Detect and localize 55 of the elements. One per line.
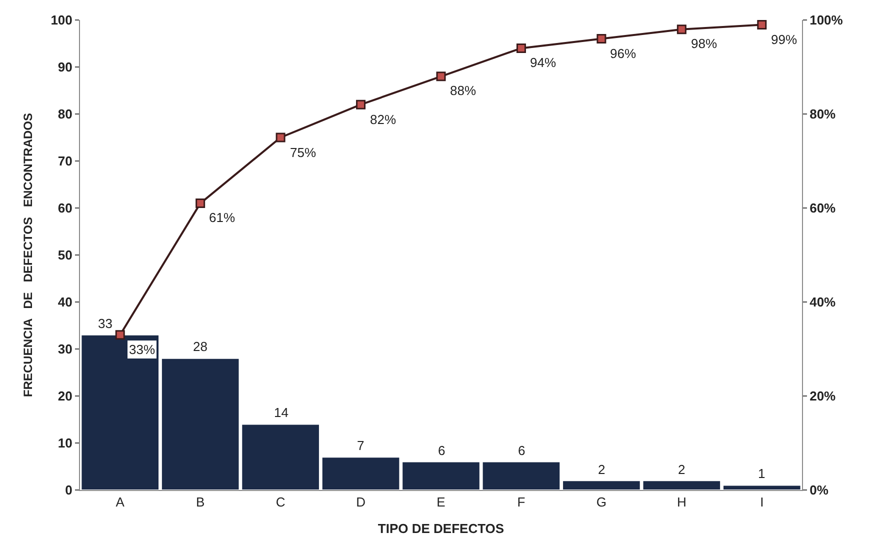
point [757,20,767,30]
x-tick-label: E [436,494,446,510]
y-tick-label: 100 [50,12,72,28]
data-label: 2 [678,462,686,477]
x-axis-title: TIPO DE DEFECTOS [378,521,504,536]
data-label: 82% [370,112,396,127]
data-label: 98% [691,36,718,51]
y-tick-label: 40 [58,294,72,310]
data-label: 61% [209,210,236,225]
data-label: 88% [450,83,476,98]
y2-tick-label: 40% [810,294,836,310]
y-tick-label: 30 [58,342,72,357]
data-label: 99% [771,32,798,47]
y-tick-label: 80 [58,106,72,122]
y2-tick-label: 80% [810,106,836,122]
point [596,34,606,44]
data-label: 1 [758,466,766,481]
y2-tick-label: 0% [810,482,829,498]
x-tick-label: H [676,494,686,510]
point [115,330,125,340]
point [436,72,446,82]
data-label: 96% [610,46,636,61]
x-tick-label: I [760,494,764,510]
data-label: 33 [98,316,112,331]
y2-tick-label: 20% [810,388,836,404]
x-tick-label: A [116,494,125,510]
data-label: 75% [290,145,316,160]
point [516,43,526,53]
data-label: 6 [438,443,446,458]
y-tick-label: 10 [58,436,72,451]
y-tick-label: 70 [58,154,72,169]
data-label: 2 [598,462,606,477]
y2-tick-label: 60% [810,200,836,216]
y-tick-label: 60 [58,200,72,216]
x-tick-label: C [276,494,286,510]
point [196,198,206,208]
y-tick-label: 90 [58,60,72,75]
y2-tick-label: 100% [810,12,844,28]
point [356,100,366,110]
x-tick-label: F [517,494,526,510]
data-label: 7 [357,438,364,453]
point [676,24,686,34]
y-tick-label: 20 [58,388,72,404]
data-label: 6 [518,443,526,458]
data-label: 94% [530,55,556,70]
y-tick-label: 50 [58,248,72,263]
point [276,132,286,142]
data-label: 33% [129,342,156,357]
x-tick-label: B [196,494,205,510]
y-tick-label: 0 [65,482,72,498]
y-axis-title: FRECUENCIA DE DEFECTOS ENCONTRADOS [20,112,35,398]
x-tick-label: D [356,494,366,510]
x-tick-label: G [596,494,607,510]
data-label: 14 [274,405,288,420]
data-label: 28 [193,339,208,354]
